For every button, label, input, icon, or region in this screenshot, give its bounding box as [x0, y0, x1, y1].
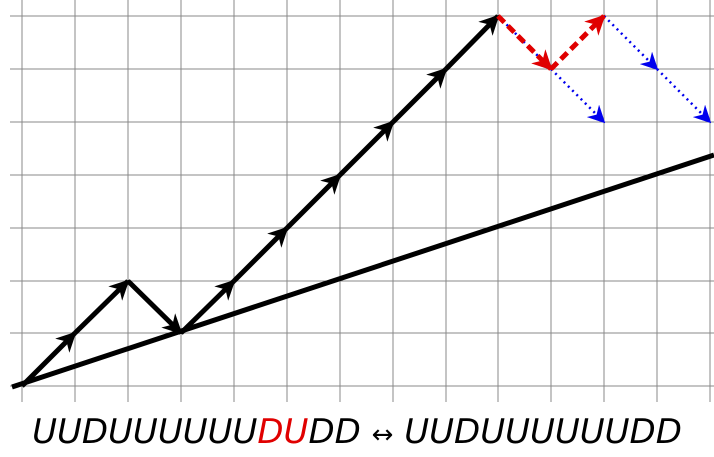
caption-right: UUDUUUUUUDD — [404, 412, 682, 452]
caption: UUDUUUUUUDUDD ↔ UUDUUUUUUDD — [0, 412, 714, 452]
grid — [10, 0, 714, 402]
red-path — [496, 14, 606, 71]
black-path — [20, 14, 500, 388]
lattice-diagram — [10, 0, 714, 402]
caption-highlight: DU — [257, 412, 309, 452]
blue-path — [497, 15, 712, 124]
baseline — [11, 152, 714, 390]
caption-arrow: ↔ — [371, 420, 394, 450]
caption-suffix: DD — [308, 412, 361, 452]
caption-prefix: UUDUUUUUU — [32, 412, 258, 452]
